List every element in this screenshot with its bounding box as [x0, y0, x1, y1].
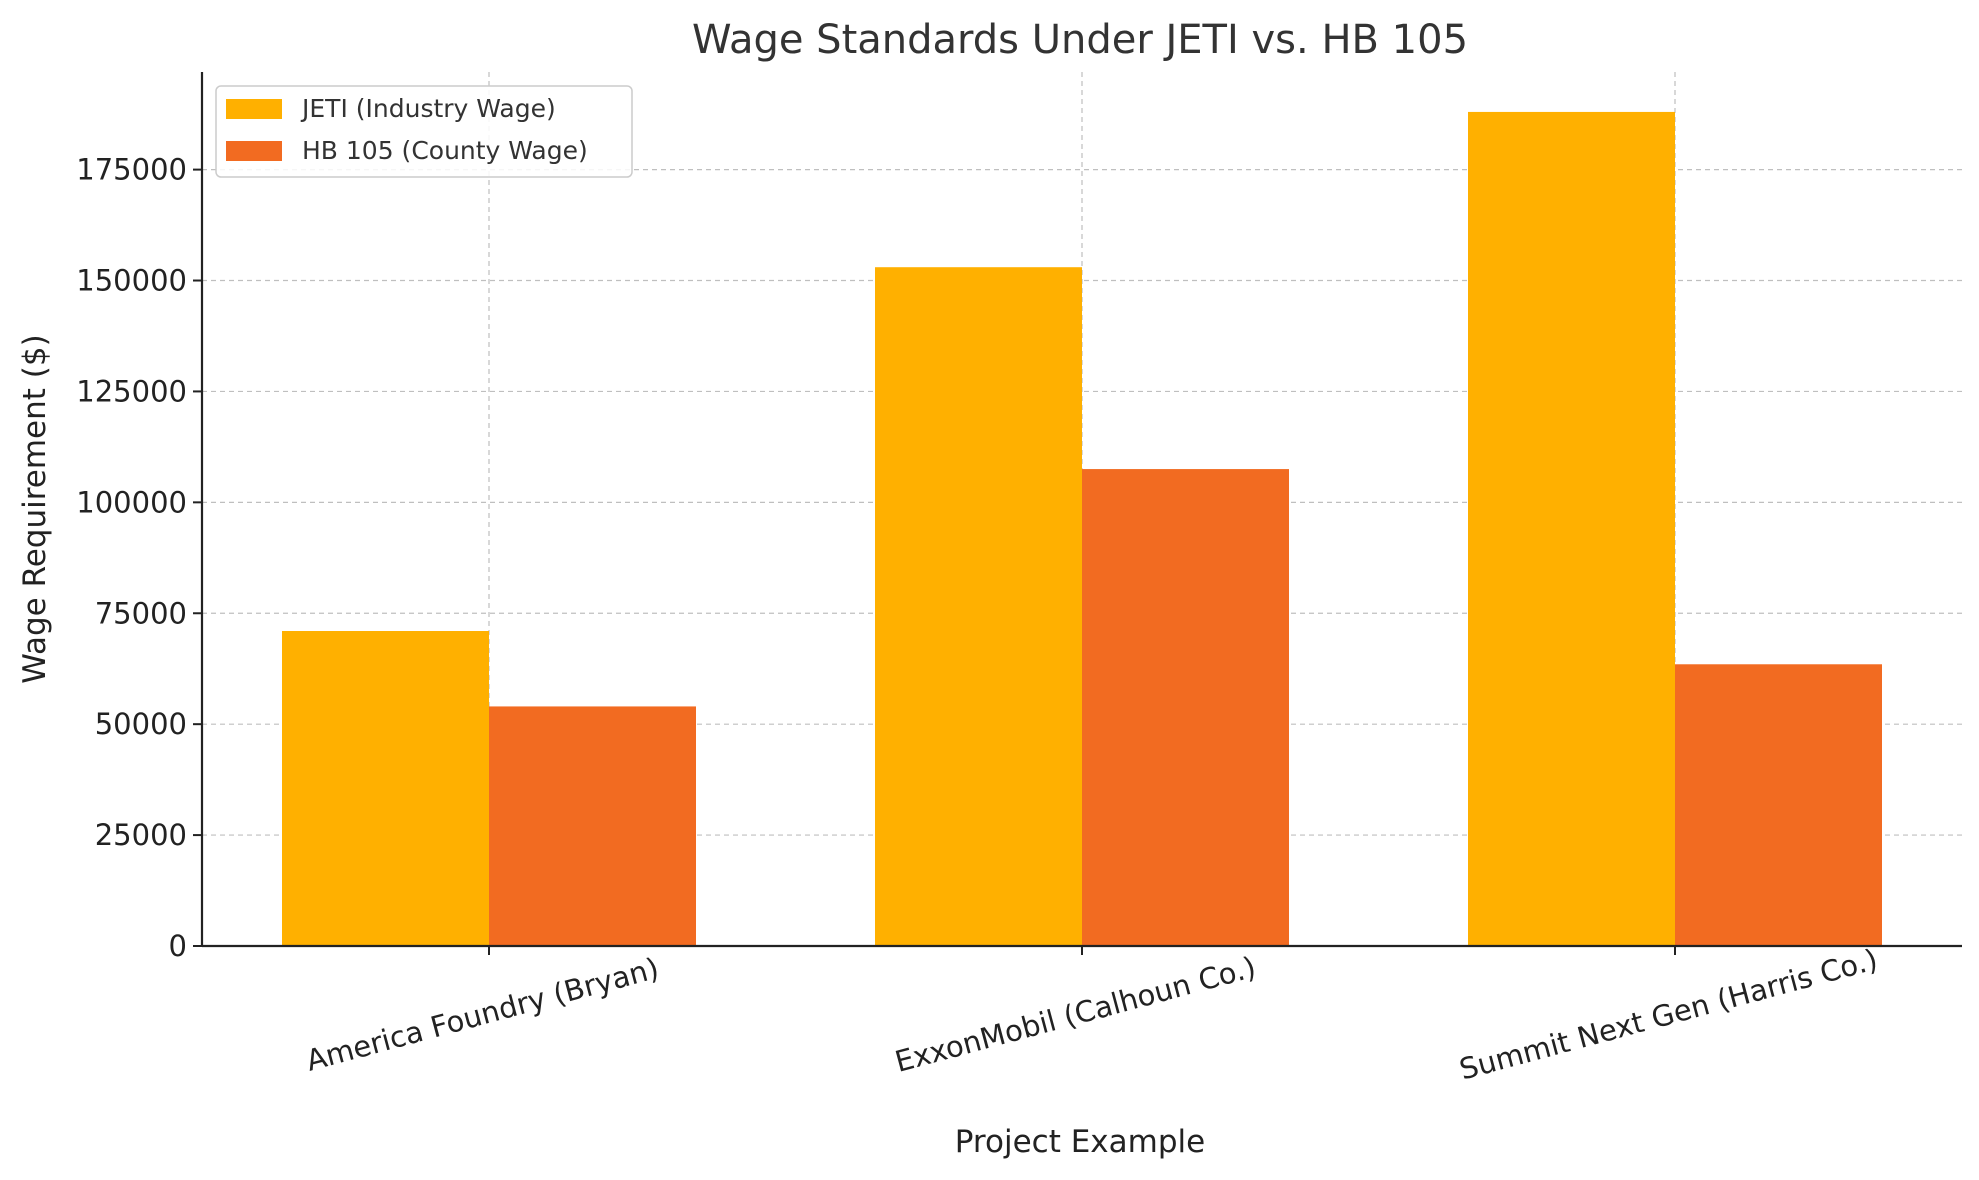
- bar-jeti-2: [875, 267, 1082, 946]
- y-tick-label: 50000: [95, 707, 187, 741]
- legend-swatch: [226, 141, 282, 161]
- y-tick-label: 175000: [76, 153, 187, 187]
- x-tick-label: ExxonMobil (Calhoun Co.): [891, 950, 1259, 1079]
- chart-title: Wage Standards Under JETI vs. HB 105: [692, 17, 1468, 63]
- legend-label: HB 105 (County Wage): [302, 136, 588, 165]
- y-tick-label: 25000: [95, 818, 187, 852]
- y-ticks: 0 25000 50000 75000 100000 125000 150000 175000: [76, 153, 202, 963]
- bar-jeti-3: [1468, 111, 1675, 946]
- x-axis-label: Project Example: [955, 1124, 1205, 1160]
- bar-hb105-3: [1675, 664, 1882, 946]
- legend: JETI (Industry Wage) HB 105 (County Wage): [215, 85, 633, 178]
- y-tick-label: 125000: [76, 374, 187, 408]
- y-tick-label: 100000: [76, 485, 187, 519]
- x-ticks: America Foundry (Bryan) ExxonMobil (Calho…: [302, 942, 1881, 1086]
- x-tick-label: America Foundry (Bryan): [302, 951, 662, 1078]
- x-tick-label: Summit Next Gen (Harris Co.): [1456, 942, 1881, 1086]
- y-tick-label: 0: [169, 929, 187, 963]
- bar-hb105-2: [1082, 469, 1289, 946]
- bar-hb105-1: [489, 706, 696, 946]
- legend-frame: [215, 85, 633, 178]
- y-axis-label: Wage Requirement ($): [17, 334, 53, 683]
- bars: [282, 111, 1882, 946]
- bar-jeti-1: [282, 631, 489, 946]
- y-tick-label: 150000: [76, 264, 187, 298]
- legend-swatch: [226, 99, 282, 119]
- y-tick-label: 75000: [95, 596, 187, 630]
- legend-label: JETI (Industry Wage): [300, 94, 556, 123]
